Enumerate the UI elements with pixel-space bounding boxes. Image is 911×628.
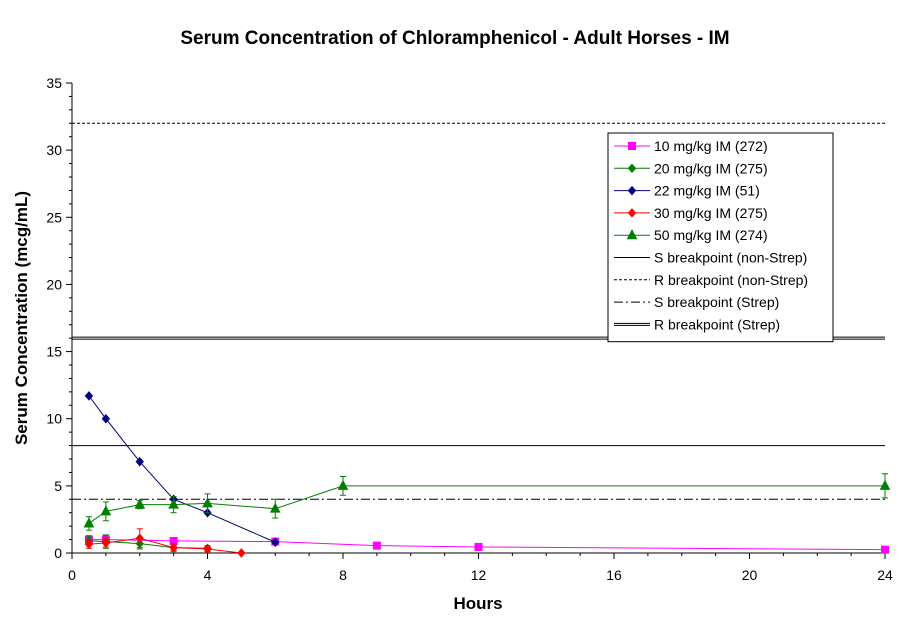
- legend-entry-2: 20 mg/kg IM (275): [614, 160, 768, 176]
- legend-entry-5: 50 mg/kg IM (274): [614, 227, 768, 243]
- legend-label: S breakpoint (non-Strep): [654, 250, 807, 266]
- y-tick-label: 25: [46, 209, 62, 225]
- legend-entry-1: 10 mg/kg IM (272): [614, 138, 768, 154]
- legend-label: R breakpoint (non-Strep): [654, 272, 808, 288]
- legend-label: 22 mg/kg IM (51): [654, 183, 760, 199]
- legend-entry-4: 30 mg/kg IM (275): [614, 205, 768, 221]
- x-tick-label: 12: [471, 567, 487, 583]
- y-axis-label: Serum Concentration (mcg/mL): [12, 191, 31, 445]
- x-tick-label: 4: [204, 567, 212, 583]
- series-3: [84, 391, 280, 548]
- data-point: [83, 517, 95, 528]
- data-point: [134, 498, 146, 509]
- legend-label: 50 mg/kg IM (274): [654, 227, 768, 243]
- legend-entry-ref-2: R breakpoint (non-Strep): [614, 272, 808, 288]
- data-point: [271, 537, 280, 548]
- y-tick-label: 35: [46, 75, 62, 91]
- legend: 10 mg/kg IM (272) 20 mg/kg IM (275) 22 mg/…: [607, 132, 834, 343]
- data-point: [881, 545, 889, 554]
- y-tick-label: 5: [54, 478, 62, 494]
- legend-label: R breakpoint (Strep): [654, 316, 780, 332]
- legend-marker: [627, 185, 637, 196]
- data-point: [879, 479, 891, 490]
- legend-label: 20 mg/kg IM (275): [654, 160, 768, 176]
- chart-title: Serum Concentration of Chloramphenicol -…: [180, 28, 729, 49]
- legend-entry-ref-4: R breakpoint (Strep): [614, 316, 780, 332]
- legend-label: 30 mg/kg IM (275): [654, 205, 768, 221]
- x-tick-label: 16: [606, 567, 622, 583]
- data-point: [372, 541, 381, 550]
- y-tick-label: 30: [46, 142, 62, 158]
- data-point: [203, 544, 212, 554]
- series-5: [83, 473, 891, 531]
- data-point: [101, 538, 111, 548]
- legend-marker: [627, 208, 637, 218]
- x-tick-label: 24: [877, 567, 893, 583]
- x-axis-label: Hours: [453, 594, 502, 613]
- data-point: [237, 548, 246, 558]
- legend-box: [607, 132, 834, 343]
- legend-entry-ref-3: S breakpoint (Strep): [614, 294, 779, 310]
- series-4: [84, 528, 246, 558]
- data-point: [100, 505, 112, 516]
- legend-entry-ref-1: S breakpoint (non-Strep): [614, 250, 807, 266]
- series-line: [88, 485, 885, 524]
- legend-entry-3: 22 mg/kg IM (51): [614, 183, 760, 199]
- legend-label: S breakpoint (Strep): [654, 294, 779, 310]
- data-point: [169, 542, 178, 553]
- data-point: [168, 498, 179, 509]
- x-tick-label: 0: [68, 567, 76, 583]
- data-point: [269, 502, 281, 513]
- y-tick-label: 20: [46, 276, 62, 292]
- legend-marker: [627, 163, 637, 174]
- y-tick-label: 10: [46, 411, 62, 427]
- data-point: [337, 479, 349, 490]
- data-point: [101, 413, 111, 424]
- data-point: [84, 539, 94, 550]
- x-tick-label: 8: [339, 567, 347, 583]
- x-tick-label: 20: [742, 567, 758, 583]
- legend-marker: [628, 142, 636, 150]
- y-tick-label: 0: [54, 545, 62, 561]
- data-point: [135, 533, 144, 543]
- data-point: [474, 542, 483, 551]
- data-point: [84, 391, 94, 401]
- y-tick-label: 15: [46, 344, 62, 360]
- series-line: [88, 395, 276, 543]
- legend-label: 10 mg/kg IM (272): [654, 138, 768, 154]
- legend-line: [614, 322, 650, 326]
- legend-marker: [626, 229, 638, 240]
- data-point: [202, 497, 213, 508]
- data-point: [135, 456, 144, 467]
